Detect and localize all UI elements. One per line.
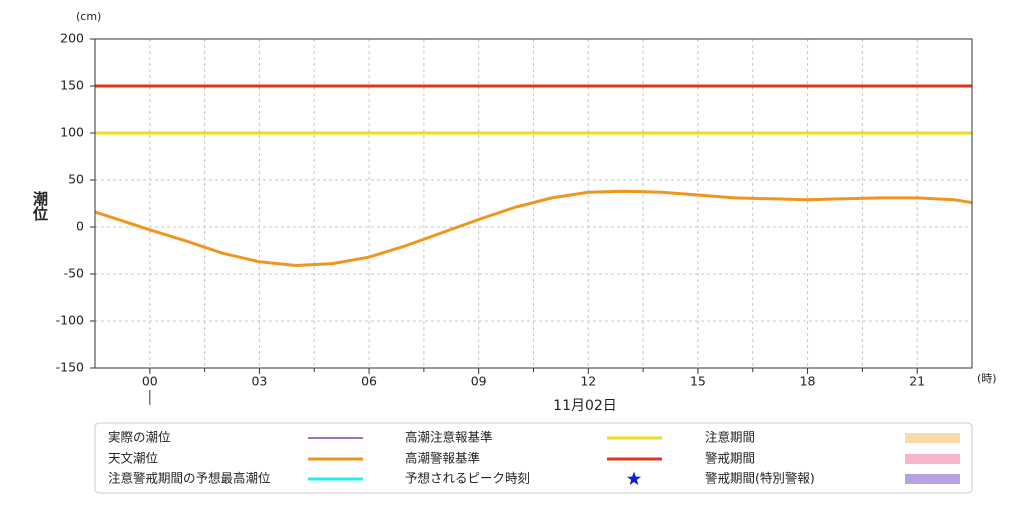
legend-label: 注意警戒期間の予想最高潮位 [108, 471, 271, 486]
x-tick-label: 21 [909, 374, 925, 389]
legend-marker [626, 471, 642, 486]
legend-marker [905, 474, 960, 484]
y-tick-label: 200 [60, 31, 84, 46]
legend-label: 高潮注意報基準 [405, 430, 493, 445]
legend-marker [905, 454, 960, 464]
x-tick-label: 12 [580, 374, 596, 389]
x-tick-label: 06 [361, 374, 377, 389]
x-tick-label: 03 [251, 374, 267, 389]
legend-marker [905, 433, 960, 443]
legend-label: 予想されるピーク時刻 [405, 471, 530, 486]
plot-frame [94, 38, 973, 369]
y-tick-label: 50 [68, 172, 84, 187]
legend-label: 注意期間 [705, 430, 755, 445]
y-tick-label: -150 [56, 360, 84, 375]
x-tick-label: 00 [142, 374, 158, 389]
legend-label: 実際の潮位 [108, 430, 171, 445]
x-date-label: 11月02日 [553, 398, 617, 414]
tide-line [94, 189, 973, 268]
x-tick-label: 15 [690, 374, 706, 389]
y-axis-label: 潮位 [31, 190, 49, 222]
legend-label: 高潮警報基準 [405, 451, 480, 466]
legend-label: 警戒期間(特別警報) [705, 471, 815, 486]
x-unit: (時) [977, 372, 997, 385]
y-tick-label: -100 [56, 313, 84, 328]
legend-label: 警戒期間 [705, 451, 755, 466]
y-unit: (cm) [76, 10, 101, 23]
y-tick-label: 150 [60, 78, 84, 93]
y-tick-label: -50 [64, 266, 84, 281]
x-tick-label: 18 [800, 374, 816, 389]
legend-box [94, 422, 973, 494]
y-tick-label: 0 [76, 219, 84, 234]
y-tick-label: 100 [60, 125, 84, 140]
legend-label: 天文潮位 [108, 451, 159, 466]
x-tick-label: 09 [471, 374, 487, 389]
